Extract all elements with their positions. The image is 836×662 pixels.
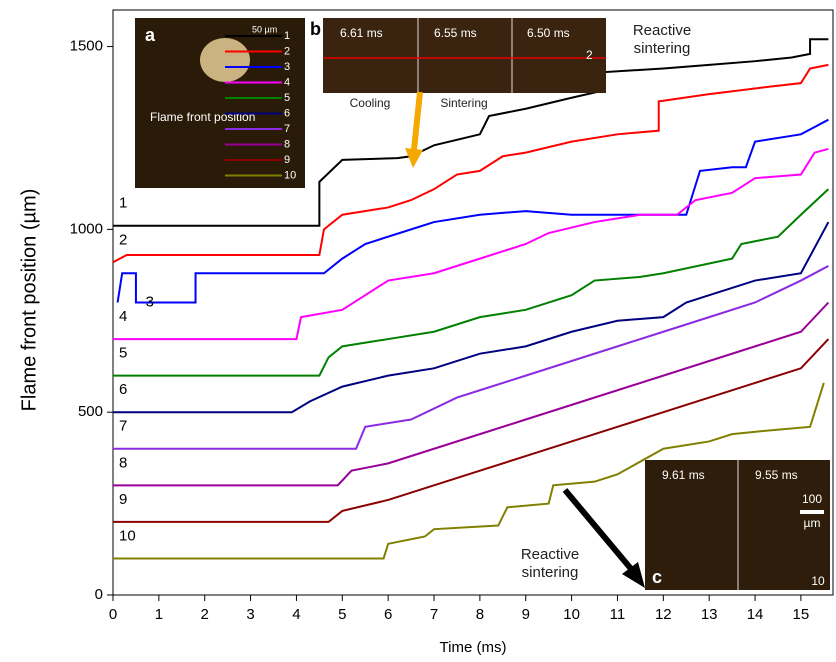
series-line [113, 147, 829, 341]
x-tick-label: 9 [522, 606, 530, 623]
x-tick-label: 7 [430, 606, 438, 623]
series-line [112, 63, 829, 264]
series-line [113, 38, 829, 227]
flame-glow [200, 38, 250, 82]
series-label: 3 [146, 293, 154, 310]
arrow-head [405, 148, 423, 168]
inset-numbers: 1 2 3 4 5 6 7 8 9 10 [225, 30, 296, 181]
inset-number: 1 [284, 30, 290, 42]
y-tick-label: 1000 [70, 220, 103, 237]
series-label: 4 [119, 308, 127, 325]
x-tick-label: 15 [793, 606, 810, 623]
inset-number: 6 [284, 107, 290, 119]
inset-number: 8 [284, 138, 290, 150]
x-tick-label: 5 [338, 606, 346, 623]
inset-c: c 9.61 ms 9.55 ms 100 µm 10 [645, 460, 830, 590]
series-label: 2 [119, 231, 127, 248]
series-label: 9 [119, 491, 127, 508]
callout-arrow [411, 91, 423, 151]
x-tick-label: 12 [655, 606, 672, 623]
x-tick-label: 2 [201, 606, 209, 623]
x-tick-label: 14 [747, 606, 764, 623]
inset-number: 5 [284, 92, 290, 104]
inset-number: 10 [811, 574, 825, 588]
inset-number: 2 [586, 48, 593, 62]
frame-time: 6.50 ms [527, 26, 570, 40]
series-line [113, 338, 830, 523]
x-tick-label: 1 [155, 606, 163, 623]
series-label: 1 [119, 195, 127, 212]
series-line [113, 188, 830, 377]
caption: Cooling [350, 96, 391, 110]
scale-bar [800, 510, 824, 514]
x-tick-label: 10 [563, 606, 580, 623]
series-label: 6 [119, 381, 127, 398]
x-tick-label: 0 [109, 606, 117, 623]
inset-a: a 50 µm Flame front position 1 2 3 4 5 6 7 8 9 10 [135, 18, 305, 188]
inset-number: 3 [284, 61, 290, 73]
series-line [116, 118, 829, 304]
scale-label: 50 µm [252, 24, 277, 34]
y-tick-label: 0 [95, 586, 103, 603]
inset-label: a [145, 25, 156, 45]
inset-number: 2 [284, 45, 290, 57]
x-tick-label: 4 [292, 606, 300, 623]
callout-arrow [562, 488, 635, 572]
series-label: 8 [119, 454, 127, 471]
inset-text: Flame front position [150, 110, 255, 124]
x-tick-label: 11 [610, 606, 626, 623]
caption: Sintering [440, 96, 487, 110]
frame-time: 9.61 ms [662, 468, 705, 482]
series-label: 7 [119, 418, 127, 435]
x-tick-label: 8 [476, 606, 484, 623]
inset-number: 7 [284, 123, 290, 135]
frame-time: 9.55 ms [755, 468, 798, 482]
inset-number: 10 [284, 169, 296, 181]
inset-number: 4 [284, 76, 290, 88]
inset-image [323, 18, 606, 93]
series-label: 10 [119, 527, 136, 544]
plot-area: 0 1 2 3 4 5 6 7 8 9 10 11 12 13 14 15050010001500123456… [70, 9, 834, 623]
series-line [113, 221, 830, 414]
arrow-head [622, 562, 645, 588]
x-tick-label: 6 [384, 606, 392, 623]
series-line [113, 265, 829, 450]
inset-b: b 6.61 ms 6.55 ms 6.50 ms 2 Cooling Sint… [310, 18, 606, 110]
scale-label: 100 [802, 492, 822, 506]
frame-time: 6.55 ms [434, 26, 477, 40]
plot-frame [112, 9, 834, 596]
scale-unit: µm [804, 516, 821, 530]
y-axis-label: Flame front position (µm) [18, 189, 40, 412]
x-axis-label: Time (ms) [440, 639, 507, 656]
x-tick-label: 3 [246, 606, 254, 623]
y-tick-label: 500 [78, 403, 103, 420]
x-tick-label: 13 [701, 606, 718, 623]
annotation: Reactive sintering [520, 546, 580, 581]
series-label: 5 [119, 345, 127, 362]
y-tick-label: 1500 [70, 38, 103, 55]
series-line [113, 301, 830, 487]
annotation: Reactive sintering [632, 22, 692, 57]
inset-label: b [310, 19, 321, 39]
series-line [113, 382, 825, 560]
inset-label: c [652, 567, 662, 587]
frame-time: 6.61 ms [340, 26, 383, 40]
inset-number: 9 [284, 154, 290, 166]
